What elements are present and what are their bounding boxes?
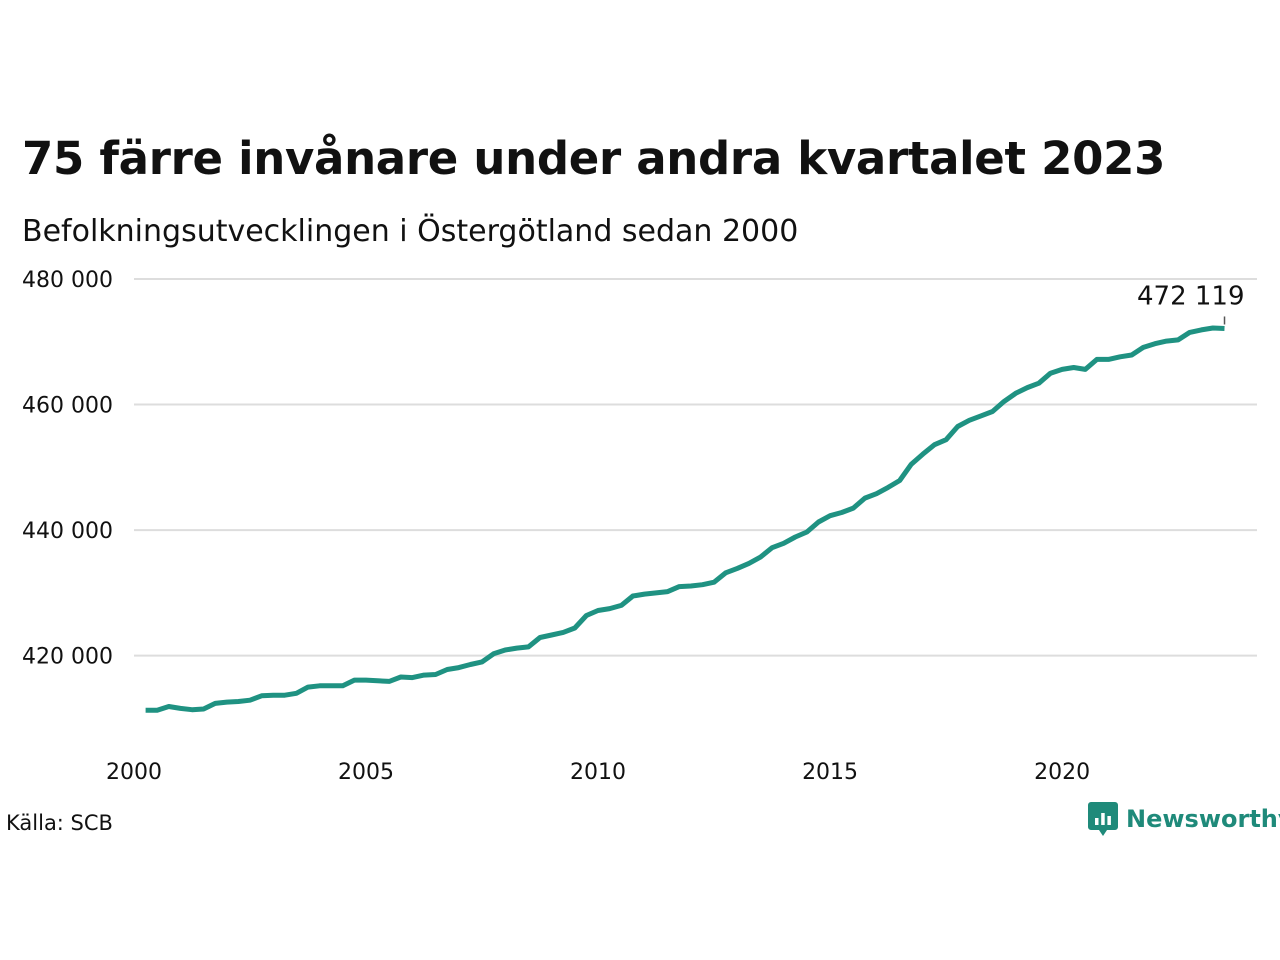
x-tick-label: 2015: [802, 760, 858, 785]
series-line: [145, 325, 1225, 713]
brand-name: Newsworthy: [1126, 805, 1280, 833]
annotation-label: 472 119: [1137, 281, 1245, 311]
x-tick-label: 2005: [338, 760, 394, 785]
y-axis-tick-labels: 420 000 440 000 460 000 480 000: [22, 268, 113, 670]
gridlines: [134, 278, 1257, 657]
series-layer: [145, 325, 1225, 713]
y-tick-label: 420 000: [22, 645, 113, 670]
x-tick-label: 2000: [106, 760, 162, 785]
y-tick-label: 480 000: [22, 268, 113, 293]
brand-logo: Newsworthy: [1088, 802, 1280, 836]
annotation-layer: 472 119: [1137, 281, 1245, 325]
chart-bubble-icon: [1088, 802, 1118, 836]
y-tick-label: 440 000: [22, 519, 113, 544]
source-note: Källa: SCB: [6, 811, 113, 835]
chart-subtitle: Befolkningsutvecklingen i Östergötland s…: [22, 214, 799, 249]
y-tick-label: 460 000: [22, 394, 113, 419]
x-tick-label: 2020: [1034, 760, 1090, 785]
chart-title: 75 färre invånare under andra kvartalet …: [22, 132, 1166, 185]
x-tick-label: 2010: [570, 760, 626, 785]
x-axis-tick-labels: 2000 2005 2010 2015 2020: [106, 760, 1090, 785]
